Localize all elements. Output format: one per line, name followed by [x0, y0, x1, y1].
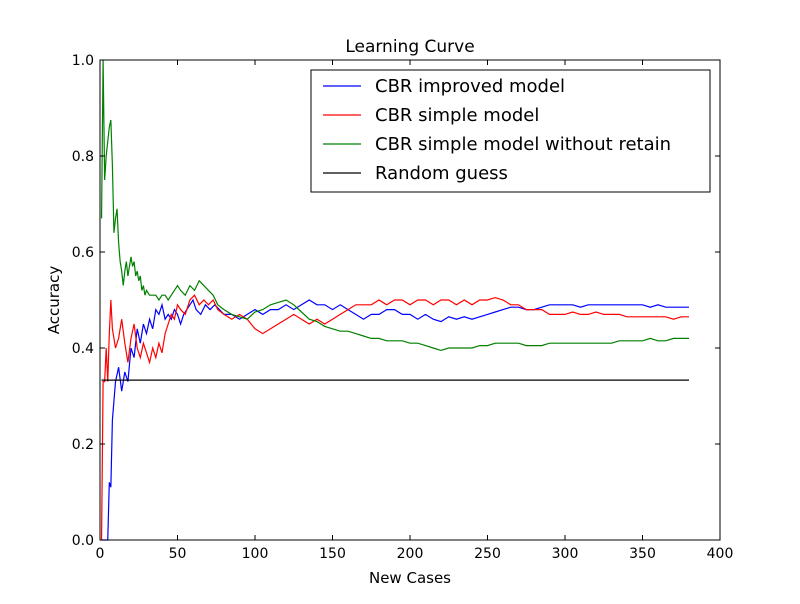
- plot-area: 0 50 100 150 200 250 300 350 400 0.0 0.2 0.4 0.6 0.8 1…: [72, 53, 734, 562]
- x-tick-label: 0: [96, 546, 105, 562]
- x-tick-label: 300: [552, 546, 579, 562]
- legend-entry: CBR simple model without retain: [375, 134, 671, 155]
- legend-entry: Random guess: [375, 163, 508, 184]
- chart-title: Learning Curve: [345, 37, 474, 57]
- y-tick-label: 0.4: [72, 341, 94, 357]
- x-tick-label: 200: [397, 546, 424, 562]
- x-tick-label: 350: [629, 546, 656, 562]
- y-tick-label: 0.8: [72, 149, 94, 165]
- x-tick-label: 400: [707, 546, 734, 562]
- legend-entry: CBR improved model: [375, 76, 565, 97]
- y-axis-label: Accuracy: [45, 266, 63, 335]
- y-tick-label: 0.2: [72, 437, 94, 453]
- series-line-0: [101, 298, 689, 541]
- x-tick-label: 250: [474, 546, 501, 562]
- series-line-2: [100, 59, 689, 352]
- series-line-1: [100, 294, 689, 541]
- y-tick-label: 0.0: [72, 533, 94, 549]
- x-tick-label: 50: [169, 546, 187, 562]
- x-tick-label: 100: [242, 546, 269, 562]
- legend: CBR improved model CBR simple model CBR si…: [310, 69, 711, 193]
- legend-entry: CBR simple model: [375, 105, 539, 126]
- y-tick-label: 0.6: [72, 245, 94, 261]
- legend-box: [310, 69, 711, 193]
- y-tick-label: 1.0: [72, 53, 94, 69]
- x-tick-label: 150: [319, 546, 346, 562]
- x-axis-label: New Cases: [369, 569, 451, 587]
